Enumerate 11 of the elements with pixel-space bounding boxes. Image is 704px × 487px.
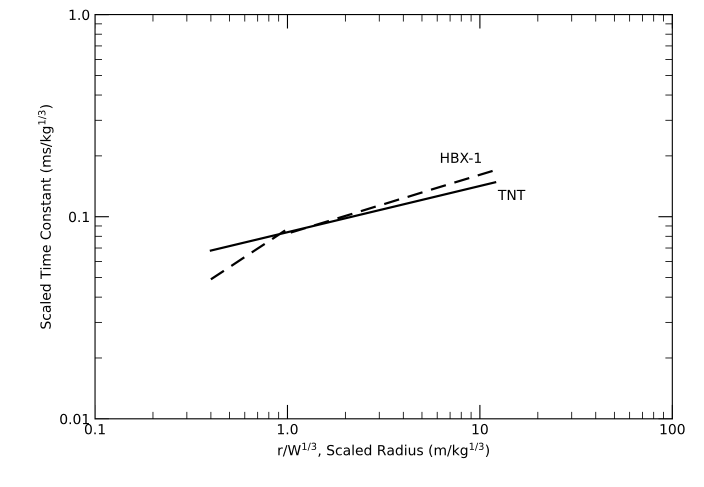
x-tick-label: 0.1 [84,424,105,434]
series-label: TNT [498,190,526,200]
series-label: HBX-1 [440,152,481,163]
y-tick-label: 0.01 [60,414,89,424]
y-tick-label: 1.0 [70,10,90,20]
x-axis-title: r/W$^{1/3}$, Scaled Radius (m/kg$^{1/3}$) [278,442,489,458]
x-tick-label: 10 [472,424,488,434]
y-tick-label: 0.1 [69,212,89,222]
y-axis-title: Scaled Time Constant (ms/kg$^{1/3}$) [38,105,54,329]
x-tick-label: 1.0 [278,424,298,434]
x-tick-label: 100 [660,424,685,434]
